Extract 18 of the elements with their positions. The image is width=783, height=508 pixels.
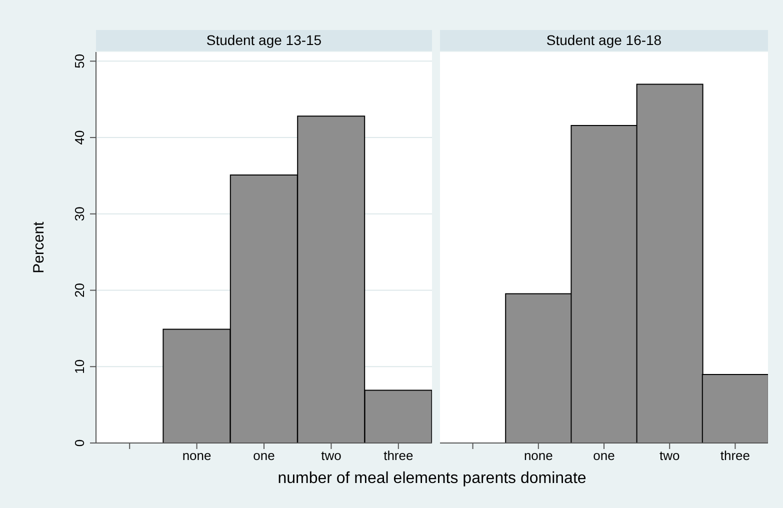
x-tick-label: three (384, 448, 414, 464)
x-tick-label: three (720, 448, 750, 464)
chart-title: Student age 13-15 (96, 30, 432, 51)
y-axis-title: Percent (30, 220, 48, 274)
y-tick-label: 50 (72, 54, 87, 68)
x-tick-label: one (253, 448, 275, 464)
y-tick-label: 0 (72, 439, 87, 447)
y-tick-label: 10 (72, 359, 87, 374)
x-tick-label: none (524, 448, 553, 464)
y-tick-label: 30 (72, 206, 87, 222)
chart-title: Student age 16-18 (440, 30, 768, 51)
y-tick-label: 20 (72, 283, 87, 298)
x-tick-label: one (593, 448, 615, 464)
x-axis-title: number of meal elements parents dominate (276, 470, 588, 488)
x-tick-label: two (659, 448, 680, 464)
y-tick-label: 40 (72, 130, 87, 145)
x-tick-label: two (321, 448, 342, 464)
x-tick-label: none (182, 448, 212, 464)
